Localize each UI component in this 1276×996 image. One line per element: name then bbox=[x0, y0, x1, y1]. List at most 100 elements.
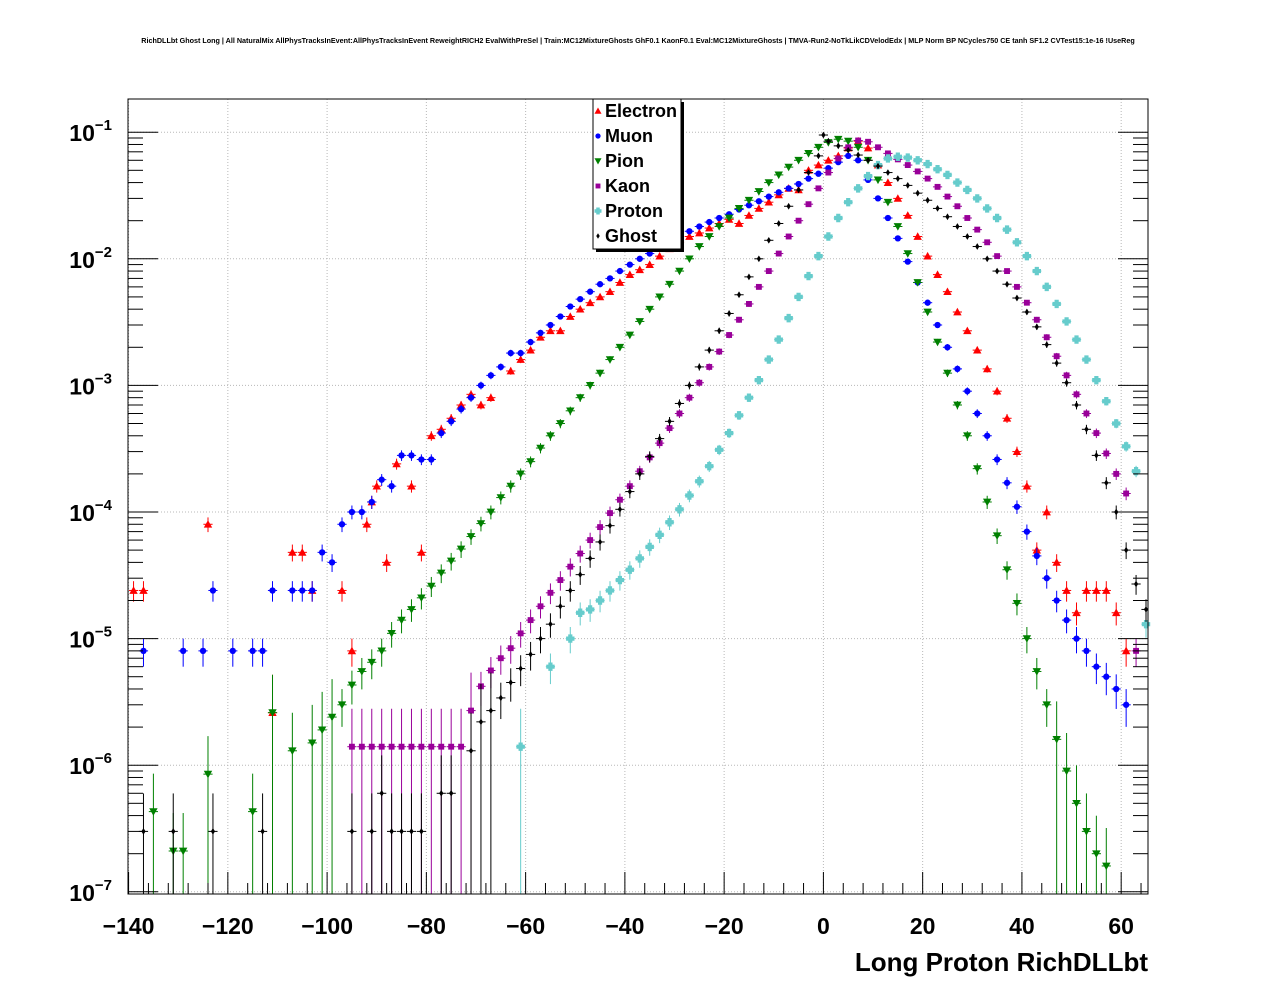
data-point-proton bbox=[774, 335, 784, 344]
grid-lines bbox=[128, 99, 1148, 894]
data-point-muon bbox=[764, 193, 774, 200]
data-point-pion bbox=[923, 308, 933, 317]
data-point-electron bbox=[982, 364, 992, 373]
data-point-proton bbox=[1111, 419, 1121, 429]
data-point-kaon bbox=[942, 193, 953, 200]
data-point-proton bbox=[1052, 299, 1062, 309]
data-point-proton bbox=[982, 204, 992, 213]
data-point-proton bbox=[714, 444, 724, 456]
series-muon bbox=[138, 152, 1131, 727]
data-point-pion bbox=[466, 529, 476, 545]
data-point-ghost bbox=[1091, 450, 1101, 461]
y-tick-exponent: −2 bbox=[95, 244, 112, 261]
data-point-pion bbox=[1022, 626, 1032, 654]
y-tick-label: 10−6 bbox=[69, 750, 112, 779]
data-point-kaon bbox=[1052, 352, 1062, 360]
data-point-ghost bbox=[208, 793, 218, 894]
x-tick-label: −20 bbox=[705, 913, 744, 939]
data-point-kaon bbox=[853, 137, 863, 144]
data-point-ghost bbox=[545, 613, 556, 638]
series-ghost bbox=[138, 131, 1149, 894]
data-point-muon bbox=[516, 349, 526, 357]
data-point-kaon bbox=[903, 162, 913, 169]
data-point-ghost bbox=[367, 793, 377, 894]
data-point-pion bbox=[1052, 701, 1062, 894]
x-tick-label: −120 bbox=[202, 913, 254, 939]
data-point-pion bbox=[942, 369, 953, 378]
data-point-muon bbox=[883, 214, 893, 222]
data-point-kaon bbox=[913, 168, 923, 175]
data-point-electron bbox=[645, 260, 655, 268]
data-point-proton bbox=[635, 550, 645, 568]
data-point-kaon bbox=[744, 300, 754, 307]
data-point-electron bbox=[1081, 581, 1092, 602]
data-point-electron bbox=[823, 156, 833, 164]
legend-item-ghost: Ghost bbox=[596, 226, 657, 246]
data-point-muon bbox=[585, 288, 595, 295]
data-point-ghost bbox=[724, 310, 734, 317]
data-point-kaon bbox=[496, 645, 506, 675]
data-point-electron bbox=[813, 160, 824, 169]
data-point-muon bbox=[347, 505, 357, 520]
data-point-kaon bbox=[585, 532, 595, 549]
data-point-ghost bbox=[496, 682, 506, 720]
x-tick-label: −140 bbox=[103, 913, 155, 939]
data-point-muon bbox=[535, 329, 546, 337]
data-point-proton bbox=[1012, 238, 1022, 247]
data-point-muon bbox=[952, 365, 963, 373]
data-point-pion bbox=[506, 480, 516, 493]
data-point-pion bbox=[734, 205, 744, 213]
data-point-pion bbox=[267, 674, 278, 894]
data-point-muon bbox=[1101, 662, 1111, 696]
data-point-ghost bbox=[565, 581, 575, 602]
data-point-muon bbox=[853, 157, 863, 164]
data-point-pion bbox=[1101, 827, 1111, 894]
data-point-muon bbox=[754, 198, 764, 205]
data-point-pion bbox=[1081, 793, 1092, 894]
data-point-pion bbox=[843, 137, 853, 146]
data-point-ghost bbox=[585, 550, 595, 568]
data-point-muon bbox=[327, 554, 337, 572]
series-pion bbox=[148, 135, 1111, 894]
y-tick-exponent: −4 bbox=[95, 497, 113, 514]
data-point-ghost bbox=[635, 468, 645, 480]
data-point-kaon bbox=[575, 545, 585, 563]
x-axis-title: Long Proton RichDLLbt bbox=[855, 947, 1149, 977]
data-point-electron bbox=[595, 292, 605, 301]
data-point-electron bbox=[1111, 602, 1121, 626]
data-point-electron bbox=[1042, 505, 1052, 520]
data-point-pion bbox=[813, 143, 824, 152]
data-point-proton bbox=[793, 292, 804, 302]
data-point-muon bbox=[287, 581, 297, 602]
data-point-pion bbox=[833, 135, 843, 144]
data-point-proton bbox=[744, 393, 754, 402]
data-point-ghost bbox=[942, 213, 953, 221]
data-point-proton bbox=[1042, 282, 1052, 292]
data-point-muon bbox=[486, 371, 496, 380]
data-point-muon bbox=[793, 180, 804, 188]
data-point-kaon bbox=[684, 393, 694, 402]
data-point-ghost bbox=[863, 156, 873, 164]
data-point-kaon bbox=[784, 233, 794, 240]
legend-box bbox=[592, 98, 682, 250]
data-point-muon bbox=[774, 189, 784, 196]
data-point-proton bbox=[575, 602, 585, 626]
data-point-ghost bbox=[932, 205, 943, 212]
data-point-ghost bbox=[793, 186, 804, 194]
data-point-ghost bbox=[833, 142, 843, 150]
data-point-proton bbox=[843, 197, 853, 207]
data-point-kaon bbox=[674, 409, 685, 419]
legend-marker bbox=[594, 107, 602, 114]
data-point-ghost bbox=[575, 566, 585, 585]
legend-item-pion: Pion bbox=[594, 151, 644, 171]
data-point-pion bbox=[704, 233, 714, 241]
data-point-electron bbox=[337, 581, 347, 602]
data-point-pion bbox=[625, 331, 635, 340]
data-point-kaon bbox=[545, 583, 556, 605]
y-tick-label: 10−5 bbox=[69, 624, 112, 653]
data-point-muon bbox=[992, 454, 1002, 466]
data-point-muon bbox=[446, 417, 456, 427]
data-point-muon bbox=[387, 480, 397, 493]
data-point-kaon bbox=[694, 379, 704, 387]
data-point-pion bbox=[1042, 689, 1052, 727]
